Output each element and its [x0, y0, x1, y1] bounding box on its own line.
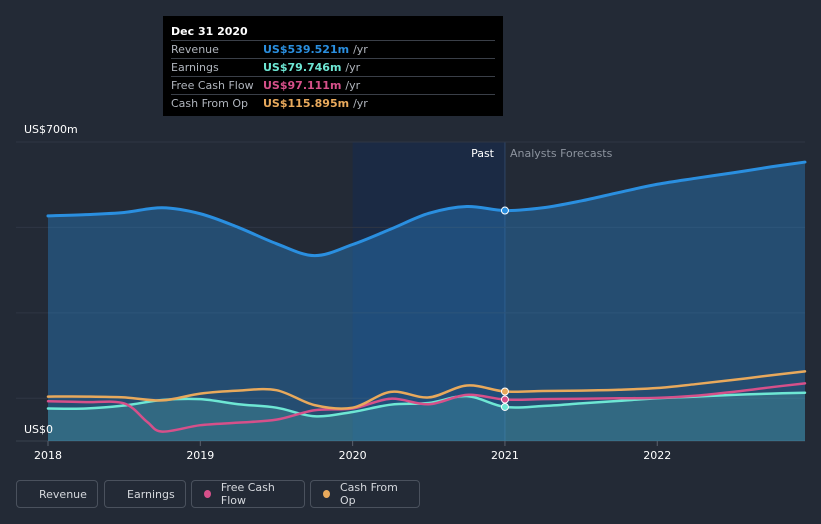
revenue-marker	[500, 206, 509, 215]
tooltip-label: Free Cash Flow	[171, 79, 254, 92]
legend-label: Free Cash Flow	[220, 481, 275, 507]
free-cash-flow-line	[46, 382, 807, 433]
legend-item-revenue[interactable]: Revenue	[16, 480, 98, 508]
legend-label: Earnings	[127, 487, 175, 501]
tooltip-row-free-cash-flow: Free Cash Flow US$97.111m /yr	[171, 76, 495, 94]
tooltip-value: US$539.521m	[263, 43, 350, 56]
revenue-line	[46, 160, 807, 258]
revenue-area	[48, 162, 805, 441]
tooltip-label: Earnings	[171, 61, 219, 74]
free-cash-flow-dot-icon	[204, 490, 211, 498]
x-tick-label: 2018	[34, 449, 62, 462]
tooltip-unit: /yr	[345, 79, 361, 92]
tooltip-label: Revenue	[171, 43, 219, 56]
tooltip-date: Dec 31 2020	[171, 25, 248, 38]
tooltip-label: Cash From Op	[171, 97, 249, 110]
past-highlight-band	[352, 142, 505, 441]
tooltip-row-revenue: Revenue US$539.521m /yr	[171, 40, 495, 58]
legend-item-earnings[interactable]: Earnings	[104, 480, 186, 508]
data-tooltip: Dec 31 2020 Revenue US$539.521m /yr Earn…	[163, 16, 503, 116]
tooltip-unit: /yr	[353, 97, 368, 110]
x-tick-label: 2022	[643, 449, 671, 462]
legend-label: Cash From Op	[339, 481, 398, 507]
tooltip-value: US$115.895m	[263, 97, 350, 110]
earnings-marker	[500, 402, 509, 411]
cash-from-op-dot-icon	[323, 490, 330, 498]
legend-label: Revenue	[39, 487, 87, 501]
x-tick-label: 2019	[186, 449, 214, 462]
x-tick-label: 2020	[339, 449, 367, 462]
past-label: Past	[471, 147, 495, 160]
cash-from-op-marker	[500, 387, 509, 396]
tooltip-value: US$97.111m	[263, 79, 342, 92]
legend-item-cash-from-op[interactable]: Cash From Op	[310, 480, 420, 508]
y-axis-top-label: US$700m	[24, 123, 78, 136]
tooltip-value: US$79.746m	[263, 61, 342, 74]
tooltip-row-earnings: Earnings US$79.746m /yr	[171, 58, 495, 76]
x-tick-label: 2021	[491, 449, 519, 462]
tooltip-unit: /yr	[353, 43, 368, 56]
tooltip-unit: /yr	[345, 61, 361, 74]
forecast-label: Analysts Forecasts	[510, 147, 613, 160]
y-axis-bottom-label: US$0	[24, 423, 53, 436]
free-cash-flow-marker	[500, 395, 509, 404]
cash-from-op-line	[46, 370, 807, 410]
tooltip-row-cash-from-op: Cash From Op US$115.895m /yr	[171, 94, 495, 112]
legend-item-free-cash-flow[interactable]: Free Cash Flow	[191, 480, 305, 508]
